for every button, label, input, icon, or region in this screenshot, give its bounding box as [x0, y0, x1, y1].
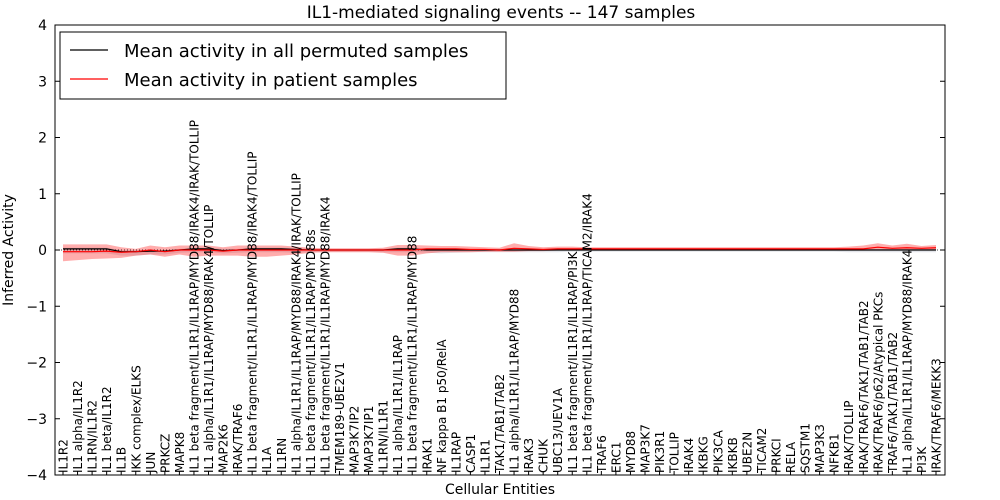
x-tick-label: IL1RAP	[449, 432, 463, 473]
x-tick-label: IL1RN	[275, 438, 289, 473]
band-series-1	[63, 243, 936, 262]
x-tick-label: IL1 alpha/IL1R1/IL1RAP/MYD88/IRAK4/IRAK/…	[289, 173, 303, 473]
y-tick-label: −3	[26, 412, 47, 428]
x-tick-label: NF kappa B1 p50/RelA	[435, 339, 449, 473]
x-tick-label: IRAK/TRAF6/p62/Atypical PKCs	[871, 292, 885, 473]
x-tick-label: IL1 beta fragment/IL1R1/IL1RAP/MYD88s	[304, 229, 318, 473]
x-tick-label: TMEM189-UBE2V1	[333, 362, 347, 474]
x-tick-label: IL1 beta fragment/IL1R1/IL1RAP/MYD88/IRA…	[187, 120, 201, 473]
x-tick-label: ERC1	[609, 442, 623, 473]
x-tick-label: PRKCZ	[158, 434, 172, 473]
x-tick-label: IL1 alpha/IL1R1/IL1RAP/MYD88/IRAK4	[900, 250, 914, 473]
x-tick-label: UBE2N	[740, 432, 754, 473]
y-axis-label: Inferred Activity	[1, 194, 17, 306]
x-tick-label: JUN	[144, 452, 158, 474]
x-tick-label: CHUK	[537, 438, 551, 473]
x-tick-label: MYD88	[624, 431, 638, 473]
x-tick-label: IKBKB	[726, 437, 740, 473]
x-tick-label: TOLLIP	[668, 432, 682, 474]
x-tick-label: PRKCI	[769, 438, 783, 473]
x-tick-label: IL1RN/IL1R1	[377, 400, 391, 473]
y-ticks: 4 3 2 1 0 −1 −2 −3 −4	[26, 18, 945, 484]
x-tick-label: IRAK1	[420, 438, 434, 473]
x-tick-label: MAP2K6	[217, 424, 231, 473]
plot-frame	[54, 24, 946, 476]
series-line-1	[63, 246, 937, 253]
x-tick-label: IRAK/TRAF6/TAK1/TAB1/TAB2	[857, 300, 871, 473]
x-tick-label: IL1B	[115, 447, 129, 473]
x-tick-label: PIK3R1	[653, 431, 667, 473]
x-tick-label: IL1 beta fragment/IL1R1/IL1RAP/MYD88/IRA…	[318, 196, 332, 473]
y-tick-label: 4	[38, 18, 47, 34]
legend: Mean activity in all permuted samples Me…	[59, 31, 507, 100]
x-tick-label: TRAF6	[595, 435, 609, 474]
chart-title: IL1-mediated signaling events -- 147 sam…	[307, 3, 696, 23]
x-tick-label: PIK3CA	[711, 429, 725, 473]
x-tick-label: PI3K	[915, 446, 929, 473]
x-tick-label: IL1A	[260, 446, 274, 473]
y-tick-label: −4	[26, 468, 47, 484]
x-tick-label: IL1 alpha/IL1R2	[71, 380, 85, 473]
legend-label-patient: Mean activity in patient samples	[124, 70, 418, 91]
x-tick-label: IL1 beta/IL1R2	[100, 386, 114, 473]
x-tick-label: TICAM2	[755, 428, 769, 474]
x-tick-label: TRAF6/TAK1/TAB1/TAB2	[886, 332, 900, 474]
x-tick-label: IRAK/TRAF6	[231, 404, 245, 473]
x-tick-label: IL1 beta fragment/IL1R1/IL1RAP/MYD88	[406, 236, 420, 473]
x-tick-label: IRAK/TRAF6/MEKK3	[930, 358, 944, 473]
y-tick-label: 1	[38, 187, 47, 203]
x-tick-label: IL1 beta fragment/IL1R1/IL1RAP/TICAM2/IR…	[580, 193, 594, 473]
y-tick-label: 2	[38, 131, 47, 147]
x-tick-label: IL1 beta fragment/IL1R1/IL1RAP/MYD88/IRA…	[246, 152, 260, 473]
x-tick-label: IRAK/TOLLIP	[842, 401, 856, 473]
x-tick-label: TAK1/TAB1/TAB2	[493, 374, 507, 474]
x-tick-label: NFKB1	[828, 433, 842, 473]
y-tick-label: −2	[26, 356, 47, 372]
x-tick-label: IRAK4	[682, 438, 696, 473]
x-tick-label: IKBKG	[697, 436, 711, 473]
x-tick-label: IL1 alpha/IL1R1/IL1RAP/MYD88	[508, 289, 522, 473]
x-tick-label: IRAK3	[522, 438, 536, 473]
x-tick-label: IKK complex/ELKS	[129, 365, 143, 473]
x-tick-label: IL1R1	[478, 439, 492, 473]
x-tick-label: IL1R2	[57, 439, 71, 473]
x-tick-label: IL1 alpha/IL1R1/IL1RAP	[391, 335, 405, 473]
x-tick-label: UBC13/UEV1A	[551, 387, 565, 473]
x-ticks	[62, 471, 937, 475]
y-tick-label: 0	[38, 243, 47, 259]
x-tick-label: IL1RN/IL1R2	[86, 400, 100, 473]
x-tick-label: MAP3K7	[639, 424, 653, 473]
y-tick-label: 3	[38, 74, 47, 90]
legend-box	[59, 31, 507, 100]
x-tick-label: CASP1	[464, 434, 478, 473]
x-tick-label: SQSTM1	[799, 423, 813, 473]
x-tick-label: RELA	[784, 441, 798, 473]
x-tick-label: IL1 beta fragment/IL1R1/IL1RAP/PI3K	[566, 250, 580, 473]
x-tick-label: MAP3K7IP1	[362, 406, 376, 473]
legend-label-permuted: Mean activity in all permuted samples	[124, 41, 468, 62]
x-tick-labels: IL1R2 IL1 alpha/IL1R2 IL1RN/IL1R2 IL1 beta/…	[57, 120, 944, 474]
x-tick-label: MAP3K7IP2	[348, 406, 362, 473]
x-tick-label: MAPK8	[173, 432, 187, 473]
x-tick-label: IL1 alpha/IL1R1/IL1RAP/MYD88/IRAK4/TOLLI…	[202, 205, 216, 473]
x-tick-label: MAP3K3	[813, 424, 827, 473]
y-tick-label: −1	[26, 299, 47, 315]
x-axis-label: Cellular Entities	[445, 482, 555, 498]
series-lines	[63, 246, 937, 253]
